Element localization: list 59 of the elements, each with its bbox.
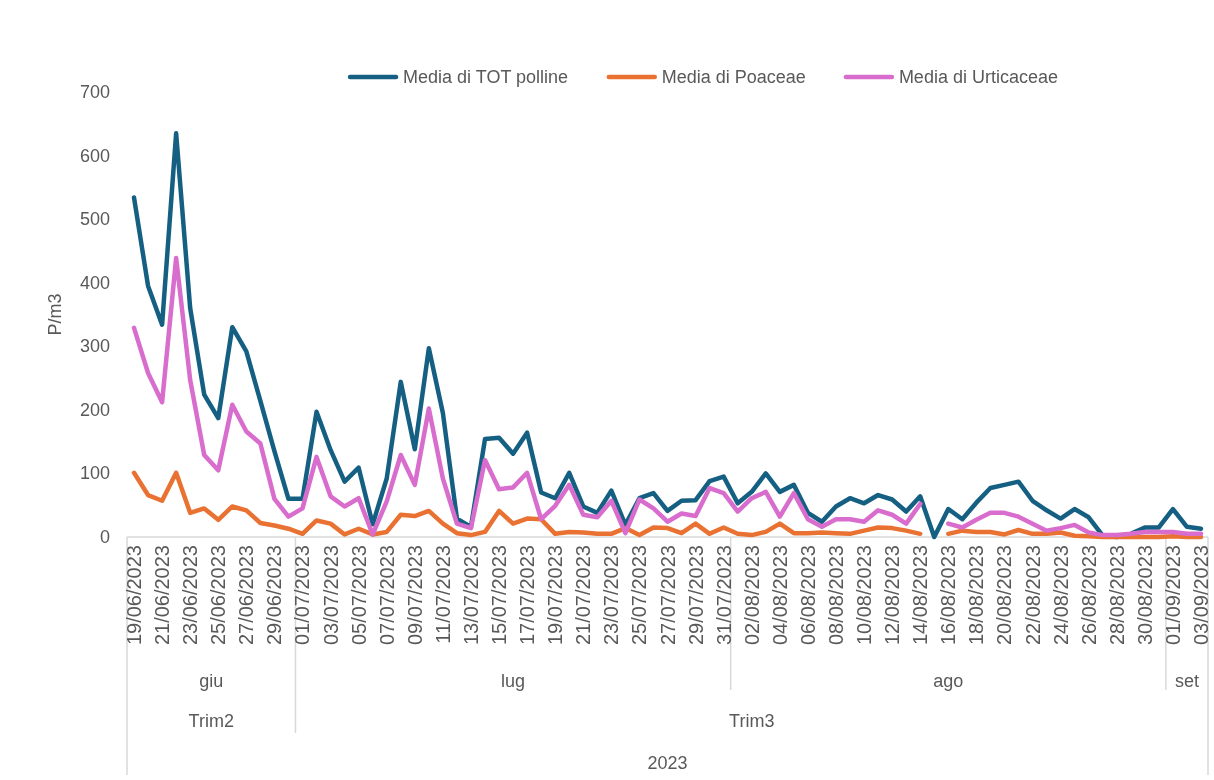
x-tick-label: 14/08/2023 [909,545,932,646]
y-tick-label: 300 [79,336,110,357]
x-tick-label: 27/07/2023 [656,545,679,646]
text: ago [933,671,964,691]
x-tick-label: 27/06/2023 [235,545,258,646]
legend-label: Media di TOT polline [403,67,569,87]
legend-label: Media di Urticaceae [898,67,1058,87]
x-tick-label: 12/08/2023 [881,545,904,646]
y-tick-label: 200 [79,399,110,420]
line-series [131,131,1204,540]
x-tick-label: 29/06/2023 [263,545,286,646]
x-tick-label: 24/08/2023 [1049,545,1072,646]
x-tick-label: 01/07/2023 [291,545,314,646]
x-tick-label: 25/06/2023 [207,545,230,646]
x-tick-label: 23/06/2023 [179,545,202,646]
text: lug [501,671,526,691]
x-tick-label: 15/07/2023 [488,545,511,646]
y-tick-label: 600 [79,145,110,166]
x-tick-label: 21/07/2023 [572,545,595,646]
x-tick-label: 19/07/2023 [544,545,567,646]
x-tick-label: 22/08/2023 [1021,545,1044,646]
x-tick-label: 28/08/2023 [1105,545,1128,646]
x-tick-label: 08/08/2023 [824,545,847,646]
x-tick-label: 20/08/2023 [993,545,1016,646]
x-tick-label: 16/08/2023 [937,545,960,646]
y-tick-label: 400 [79,272,110,293]
legend-label: Media di Poaceae [661,67,806,87]
text: Trim2 [188,711,234,731]
x-tick-label: 04/08/2023 [768,545,791,646]
x-tick-label: 11/07/2023 [431,545,454,644]
x-tick-label: 18/08/2023 [965,545,988,646]
y-tick-label: 0 [99,527,110,547]
x-tick-label: 23/07/2023 [600,545,623,646]
text: giu [199,671,224,691]
text: set [1174,671,1199,691]
x-tick-label: 25/07/2023 [628,545,651,646]
x-tick-label: 03/07/2023 [319,545,342,646]
x-tick-label: 17/07/2023 [516,545,539,646]
x-tick-label: 03/09/2023 [1189,545,1212,646]
text: 2023 [647,753,688,773]
x-tick-label: 05/07/2023 [347,545,370,646]
y-tick-label: 700 [79,82,110,102]
x-tick-label: 09/07/2023 [403,545,426,646]
x-tick-label: 13/07/2023 [459,545,482,646]
x-tick-label: 07/07/2023 [375,545,398,646]
x-tick-label: 10/08/2023 [853,545,876,646]
x-tick-label: 19/06/2023 [123,545,146,646]
x-tick-label: 26/08/2023 [1077,545,1100,646]
x-tick-label: 30/08/2023 [1133,545,1156,646]
x-tick-label: 29/07/2023 [684,545,707,646]
y-axis-title: P/m3 [45,293,65,336]
x-tick-label: 02/08/2023 [740,545,763,646]
x-tick-label: 21/06/2023 [151,545,174,646]
x-tick-label: 31/07/2023 [712,545,735,646]
y-tick-label: 500 [79,209,110,230]
x-tick-label: 06/08/2023 [796,545,819,646]
text: Trim3 [729,711,775,731]
x-tick-label: 01/09/2023 [1161,545,1184,646]
y-tick-label: 100 [79,463,110,484]
